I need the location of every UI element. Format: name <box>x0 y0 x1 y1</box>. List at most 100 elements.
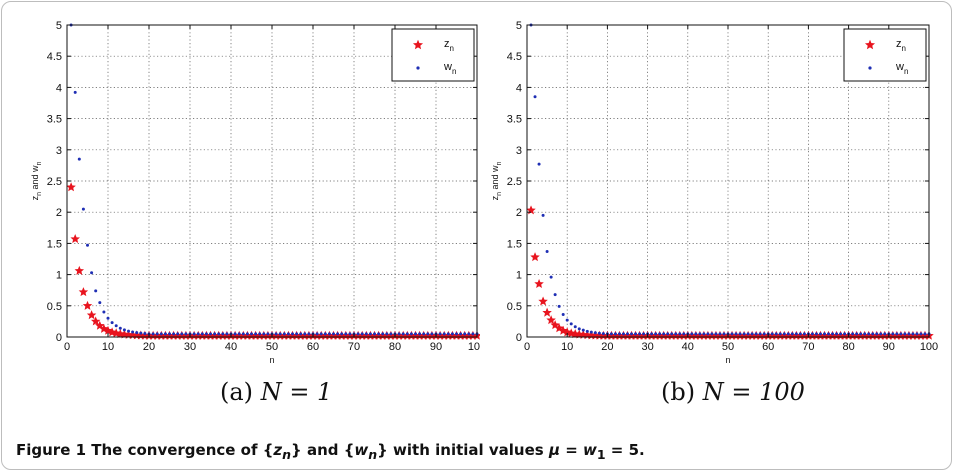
legend-box <box>843 28 927 82</box>
point-z <box>78 287 89 297</box>
x-tick-label: 50 <box>722 341 734 353</box>
point-w <box>168 332 171 336</box>
point-w <box>122 328 126 332</box>
point-w <box>875 332 879 336</box>
point-w <box>565 318 569 322</box>
point-w <box>245 332 249 336</box>
point-w <box>90 271 94 275</box>
point-w <box>613 332 617 336</box>
x-tick-label: 10 <box>561 341 573 353</box>
point-w <box>831 332 835 336</box>
y-tick-label: 3.5 <box>507 114 522 126</box>
ticks-a: 0 10 20 30 40 50 60 70 80 90 100 0 0.5 1 1.5 2 2.5 3 3.5 4 4… <box>47 20 480 353</box>
x-tick-label: 60 <box>307 341 319 353</box>
point-w <box>774 332 778 336</box>
point-w <box>106 316 110 320</box>
point-w <box>903 332 907 336</box>
point-w <box>323 332 327 336</box>
x-tick-label: 30 <box>641 341 653 353</box>
point-z <box>530 252 540 262</box>
subcaption-b-label: (b) <box>661 378 696 406</box>
y-tick-label: 4 <box>56 82 62 94</box>
point-w <box>135 331 139 335</box>
point-z <box>66 182 76 192</box>
legend-label-sub: n <box>902 44 906 53</box>
legend-label-sub: n <box>904 67 908 76</box>
chart-a: 0 10 20 30 40 50 60 70 80 90 100 0 0.5 1 1.5 2 2.5 3 3.5 4 4… <box>30 20 480 365</box>
point-w <box>730 332 734 336</box>
y-tick-label: 1.5 <box>507 238 522 250</box>
point-w <box>537 162 541 166</box>
point-w <box>802 332 806 336</box>
legend-label-w: wn <box>443 61 456 76</box>
point-w <box>666 332 670 336</box>
point-w <box>422 332 426 336</box>
y-tick-label: 2 <box>56 207 62 219</box>
point-w <box>597 331 601 335</box>
point-w <box>401 332 405 336</box>
point-w <box>442 332 446 336</box>
point-w <box>159 332 163 336</box>
point-w <box>738 332 742 336</box>
caption-w1-sub: 1 <box>596 447 606 462</box>
point-w <box>698 332 702 336</box>
point-w <box>258 332 262 336</box>
point-w <box>577 327 581 331</box>
point-w <box>634 332 638 336</box>
caption-eq2: = 5. <box>605 441 645 459</box>
x-axis-label: n <box>269 355 274 365</box>
x-tick-label: 80 <box>842 341 854 353</box>
point-w <box>859 332 863 336</box>
point-w <box>332 332 335 336</box>
caption-mid2: } with initial values <box>377 441 549 459</box>
point-w <box>151 332 155 336</box>
point-w <box>463 332 467 336</box>
point-w <box>638 332 642 336</box>
y-tick-label: 3 <box>56 145 62 157</box>
point-w <box>718 332 722 336</box>
legend-marker-w <box>416 66 420 70</box>
point-w <box>843 332 847 336</box>
point-w <box>77 157 81 161</box>
point-z <box>90 316 101 326</box>
point-w <box>794 332 798 336</box>
x-tick-label: 70 <box>802 341 814 353</box>
y-axis-label: zn and wn <box>490 161 503 200</box>
point-z <box>542 307 552 317</box>
point-w <box>262 332 266 336</box>
x-tick-label: 50 <box>266 341 278 353</box>
point-w <box>601 332 605 336</box>
subcaption-a: (a) N = 1 <box>220 378 332 406</box>
y-tick-label: 0.5 <box>507 301 522 313</box>
x-tick-label: 20 <box>143 341 155 353</box>
x-tick-label: 90 <box>883 341 895 353</box>
point-w <box>786 332 790 336</box>
point-w <box>381 332 385 336</box>
y-tick-label: 3 <box>516 145 522 157</box>
point-w <box>682 332 686 336</box>
point-w <box>533 95 537 99</box>
point-w <box>127 329 130 333</box>
ticks-b: 0 10 20 30 40 50 60 70 80 90 100 0 0.5 1 1.5 2 2.5 3 3.5 4 4… <box>507 20 938 353</box>
point-w <box>702 332 706 336</box>
point-w <box>573 325 577 329</box>
point-w <box>923 332 927 336</box>
point-w <box>778 332 782 336</box>
point-w <box>143 332 147 336</box>
y-tick-label: 2 <box>516 207 522 219</box>
point-w <box>86 243 89 247</box>
point-w <box>919 332 923 336</box>
point-w <box>319 332 323 336</box>
point-w <box>364 332 368 336</box>
x-tick-label: 0 <box>524 341 530 353</box>
point-w <box>266 332 270 336</box>
point-z <box>534 278 544 288</box>
point-w <box>81 207 85 211</box>
point-w <box>299 332 303 336</box>
point-w <box>356 332 360 336</box>
point-w <box>895 332 899 336</box>
point-w <box>626 332 629 336</box>
point-w <box>855 332 859 336</box>
point-w <box>871 332 875 336</box>
caption-prefix: Figure 1 The convergence of { <box>16 441 274 459</box>
